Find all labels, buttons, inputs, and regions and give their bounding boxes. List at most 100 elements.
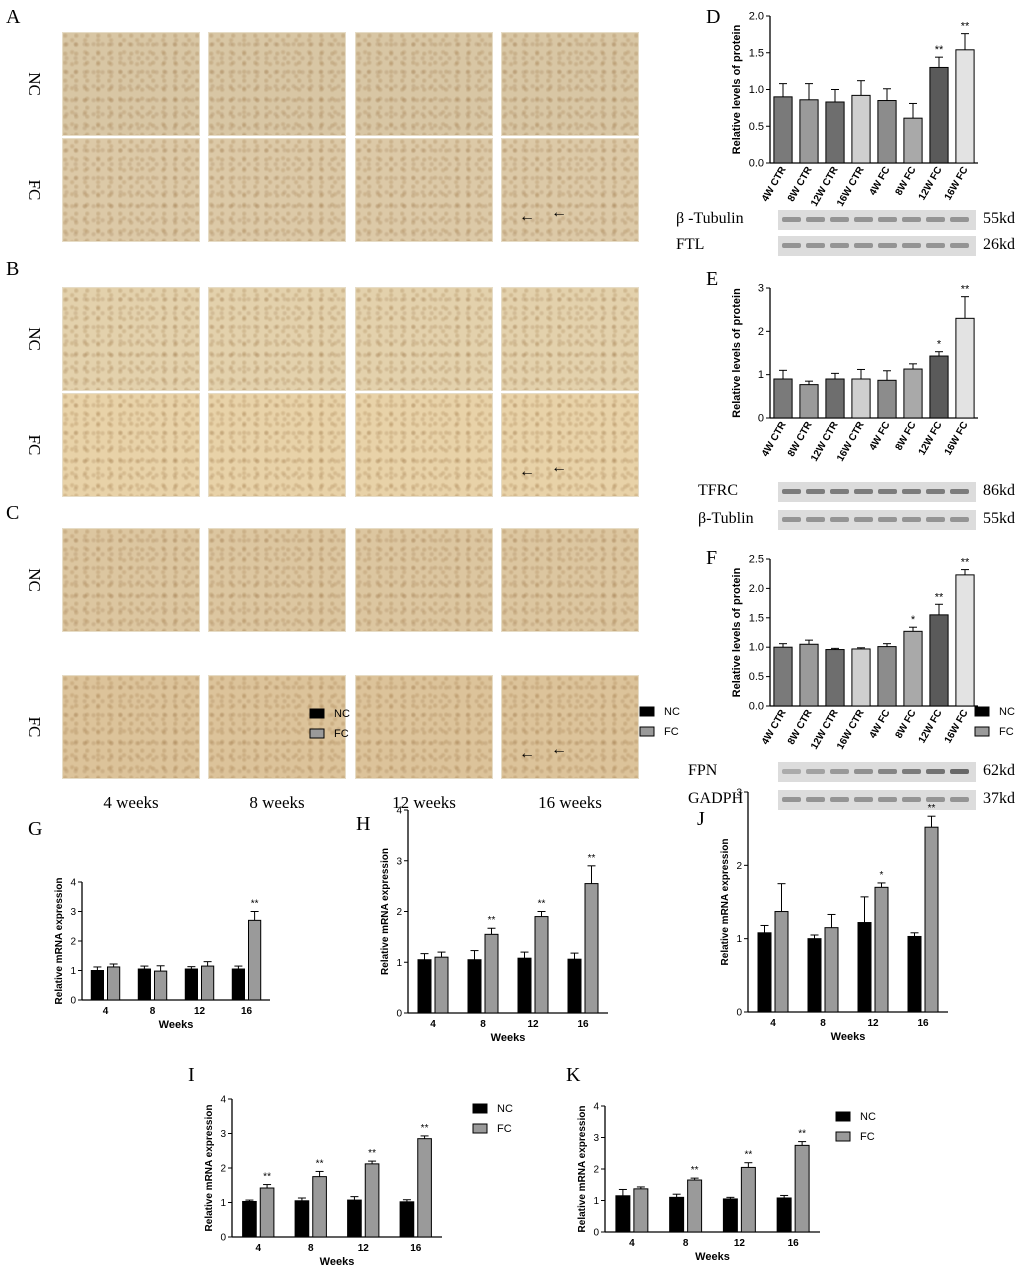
x-tick-label: 8 [308,1243,314,1254]
legend-swatch [974,706,990,717]
significance-mark: ** [588,853,596,864]
x-tick-label: 8 [150,1006,156,1017]
micrograph-c-nc-2 [208,528,346,632]
bar [294,1200,310,1238]
blot-band [950,797,969,802]
x-tick-label: 8W FC [894,165,919,197]
legend-swatch [309,728,325,739]
blot-band [950,243,969,248]
x-tick-label: 4 [430,1019,436,1030]
panel-letter-d: D [706,6,721,28]
y-tick-label: 2 [593,1165,599,1176]
x-tick-label: 8W FC [894,420,919,452]
arrow-icon: ← [551,741,567,758]
blot-strip [778,790,976,810]
significance-mark: ** [961,284,970,296]
x-tick-label: 8 [820,1018,826,1029]
y-tick-label: 0.5 [749,671,764,683]
x-tick-label: 4W CTR [760,707,789,746]
blot-protein-label: FPN [688,762,718,779]
legend-label: FC [999,726,1014,738]
panel-letter-c: C [6,502,20,524]
blot-band [950,217,969,222]
y-tick-label: 4 [396,806,402,817]
legend-swatch [309,708,325,719]
bar [851,94,871,164]
legend-label: NC [664,706,680,718]
legend-label: FC [334,728,349,740]
bar [584,883,599,1014]
bar [851,378,871,419]
bar [248,919,262,1001]
chart-f: 0.0 0.5 1.0 1.5 2.0 2.5 Relative levels of pro… [731,554,978,752]
legend-label: FC [664,726,679,738]
x-tick-label: 12W FC [917,165,945,202]
y-axis-label: Relative mRNA expression [720,839,731,966]
blot-band [782,489,801,494]
x-axis-label: Weeks [320,1256,355,1268]
y-tick-label: 2.0 [749,11,764,23]
bar [633,1188,649,1233]
significance-mark: ** [798,1129,806,1140]
bar [722,1198,738,1233]
arrow-icon: ← [551,459,567,476]
bar [776,1197,792,1233]
blot-band [854,517,873,522]
blot-band [830,217,849,222]
y-axis-label: Relative mRNA expression [577,1106,588,1233]
arrow-icon: ← [551,204,567,221]
bar [201,965,215,1001]
y-tick-label: 3 [70,907,76,918]
bar [434,956,449,1014]
x-tick-label: 4 [770,1018,776,1029]
bar [517,957,532,1014]
blot-kd-label: 62kd [983,762,1015,779]
bar [567,958,582,1014]
micrograph-a-nc-3 [355,32,493,136]
blot-kd-label: 86kd [983,482,1015,499]
bar [231,968,245,1001]
blot-band [806,217,825,222]
x-tick-label: 8W CTR [786,707,815,746]
blot-band [782,797,801,802]
legend-swatch [639,706,655,717]
significance-mark: ** [421,1123,429,1134]
blot-strip [778,210,976,230]
x-tick-label: 16 [788,1238,800,1249]
x-tick-label: 8 [480,1019,486,1030]
x-tick-label: 4W FC [868,165,893,197]
y-tick-label: 4 [70,878,76,889]
significance-mark: ** [488,915,496,926]
x-tick-label: 8W CTR [786,164,815,203]
micrograph-b-fc-2 [208,393,346,497]
y-tick-label: 0.0 [749,158,764,170]
legend-swatch [639,726,655,737]
legend-swatch [472,1103,488,1114]
blot-band [878,769,897,774]
significance-mark: ** [961,21,970,33]
y-tick-label: 2 [70,937,76,948]
panel-letter-k: K [566,1064,581,1086]
panel-letter-i: I [188,1064,195,1086]
micrograph-b-nc-2 [208,287,346,391]
bar [417,1138,432,1238]
x-axis-label: Weeks [831,1031,866,1043]
blot-band [902,489,921,494]
blot-protein-label: FTL [676,236,705,253]
legend-swatch [835,1131,851,1142]
bar [874,886,889,1013]
blot-band [830,797,849,802]
bar [484,933,499,1014]
y-tick-label: 0.5 [749,121,764,133]
legend-swatch [974,726,990,737]
x-tick-label: 16 [577,1019,589,1030]
blot-band [830,489,849,494]
micrograph-a-fc-1 [62,138,200,242]
bar [955,574,975,707]
x-tick-label: 8 [683,1238,689,1249]
micrograph-a-nc-2 [208,32,346,136]
bar [242,1200,257,1238]
y-tick-label: 1.0 [749,642,764,654]
